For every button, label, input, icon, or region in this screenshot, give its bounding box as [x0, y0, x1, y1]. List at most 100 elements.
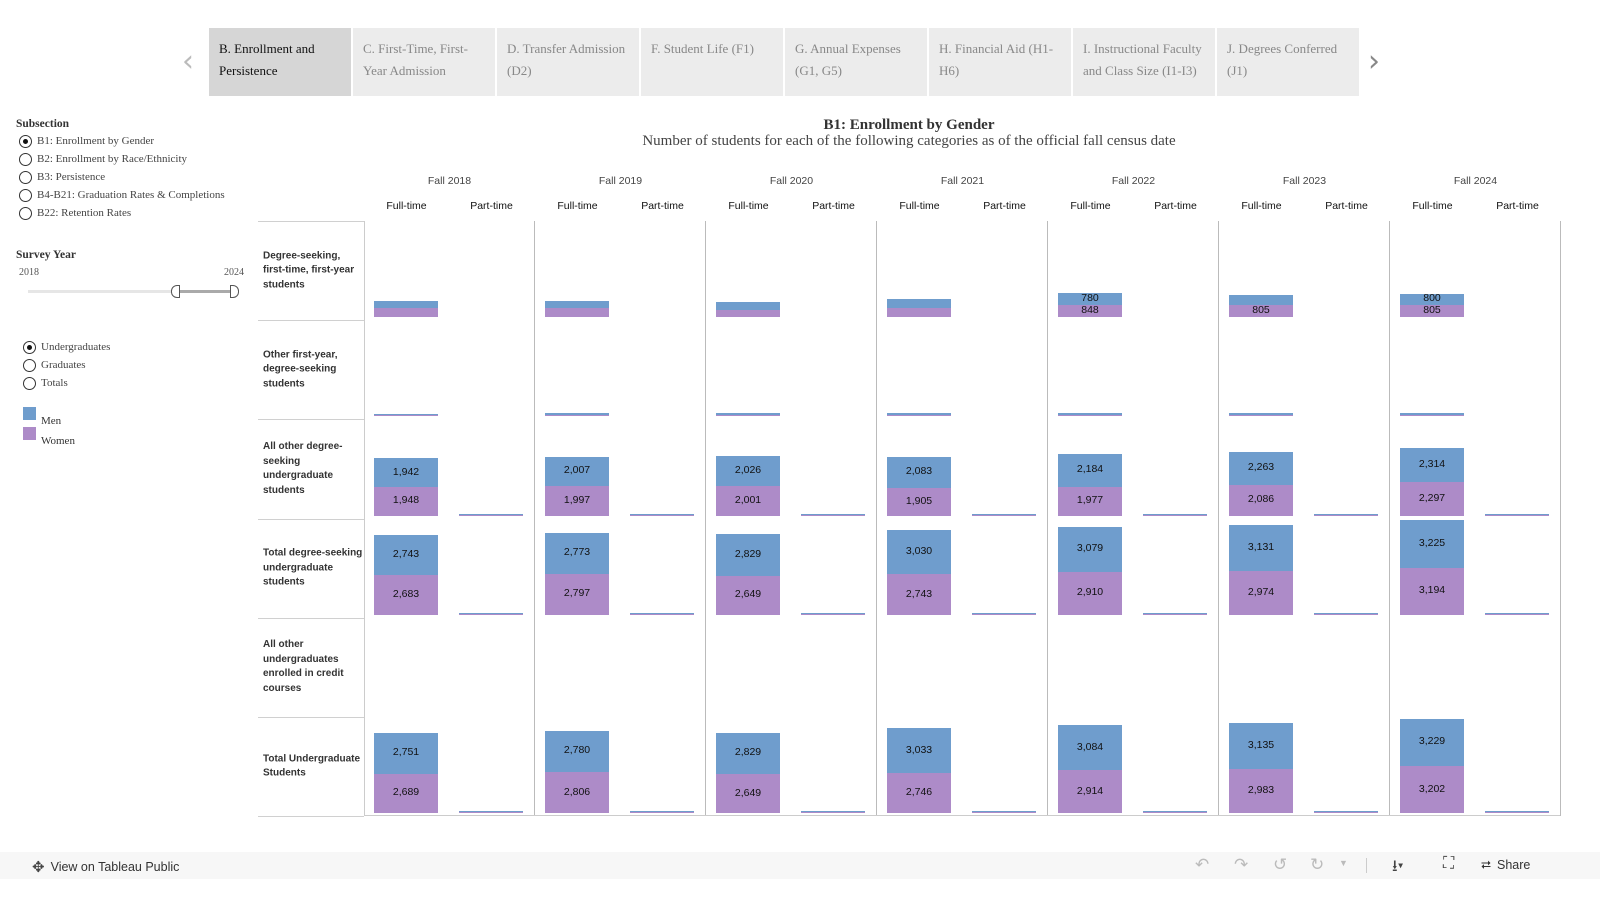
- women-bar[interactable]: [545, 415, 609, 417]
- men-bar[interactable]: [374, 535, 438, 576]
- women-bar[interactable]: [972, 613, 1036, 615]
- women-bar[interactable]: [1485, 613, 1549, 615]
- level-option[interactable]: Undergraduates: [23, 338, 110, 356]
- men-bar[interactable]: [716, 732, 780, 775]
- women-bar[interactable]: [374, 486, 438, 516]
- download-icon[interactable]: ⭳▾: [1392, 858, 1404, 875]
- tabs-next-arrow-icon[interactable]: ›: [1368, 44, 1380, 79]
- women-bar[interactable]: [1314, 514, 1378, 516]
- tab-7[interactable]: J. Degrees Conferred (J1): [1217, 28, 1359, 96]
- men-bar[interactable]: [545, 300, 609, 309]
- men-bar[interactable]: [1485, 612, 1549, 614]
- women-bar[interactable]: [972, 514, 1036, 516]
- men-bar[interactable]: [1058, 724, 1122, 771]
- level-option[interactable]: Totals: [23, 374, 110, 392]
- men-bar[interactable]: [1400, 447, 1464, 482]
- redo-icon[interactable]: ↷: [1234, 855, 1249, 874]
- women-bar[interactable]: [716, 309, 780, 318]
- women-bar[interactable]: [1058, 415, 1122, 417]
- men-bar[interactable]: [545, 532, 609, 574]
- men-bar[interactable]: [1314, 513, 1378, 515]
- men-bar[interactable]: [887, 728, 951, 773]
- men-bar[interactable]: [1058, 526, 1122, 572]
- men-bar[interactable]: [801, 513, 865, 515]
- women-bar[interactable]: [887, 487, 951, 516]
- women-bar[interactable]: [1229, 415, 1293, 417]
- refresh-dropdown-icon[interactable]: ▼: [1339, 858, 1348, 868]
- men-bar[interactable]: [1229, 294, 1293, 306]
- men-bar[interactable]: [716, 456, 780, 487]
- undo-icon[interactable]: ↶: [1195, 855, 1210, 874]
- women-bar[interactable]: [545, 573, 609, 615]
- men-bar[interactable]: [1229, 451, 1293, 485]
- men-bar[interactable]: [630, 513, 694, 515]
- women-bar[interactable]: [716, 486, 780, 516]
- men-bar[interactable]: [1143, 612, 1207, 614]
- women-bar[interactable]: [1400, 305, 1464, 318]
- women-bar[interactable]: [1058, 486, 1122, 516]
- men-bar[interactable]: [887, 299, 951, 308]
- men-bar[interactable]: [801, 811, 865, 813]
- tab-2[interactable]: D. Transfer Admission (D2): [497, 28, 639, 96]
- women-bar[interactable]: [1058, 572, 1122, 615]
- men-bar[interactable]: [1400, 413, 1464, 416]
- women-bar[interactable]: [545, 486, 609, 516]
- tab-4[interactable]: G. Annual Expenses (G1, G5): [785, 28, 927, 96]
- men-bar[interactable]: [1229, 525, 1293, 572]
- women-bar[interactable]: [716, 575, 780, 615]
- revert-icon[interactable]: ↺: [1273, 855, 1288, 874]
- men-bar[interactable]: [1400, 293, 1464, 306]
- men-bar[interactable]: [801, 612, 865, 614]
- men-bar[interactable]: [1485, 513, 1549, 515]
- men-bar[interactable]: [972, 612, 1036, 614]
- men-bar[interactable]: [374, 733, 438, 774]
- subsection-option[interactable]: B2: Enrollment by Race/Ethnicity: [19, 150, 225, 168]
- men-bar[interactable]: [1485, 811, 1549, 813]
- men-bar[interactable]: [374, 413, 438, 416]
- women-bar[interactable]: [801, 812, 865, 814]
- men-bar[interactable]: [1314, 811, 1378, 813]
- men-bar[interactable]: [1143, 811, 1207, 813]
- view-on-tableau-button[interactable]: ✥ View on Tableau Public: [32, 858, 179, 876]
- subsection-option[interactable]: B3: Persistence: [19, 168, 225, 186]
- women-bar[interactable]: [1400, 481, 1464, 516]
- men-bar[interactable]: [630, 811, 694, 813]
- women-bar[interactable]: [801, 613, 865, 615]
- men-bar[interactable]: [1058, 293, 1122, 305]
- women-bar[interactable]: [374, 308, 438, 318]
- women-bar[interactable]: [630, 514, 694, 516]
- men-bar[interactable]: [972, 811, 1036, 813]
- women-bar[interactable]: [887, 772, 951, 814]
- women-bar[interactable]: [374, 415, 438, 417]
- tab-3[interactable]: F. Student Life (F1): [641, 28, 783, 96]
- women-bar[interactable]: [545, 771, 609, 814]
- women-bar[interactable]: [1400, 766, 1464, 814]
- women-bar[interactable]: [716, 415, 780, 417]
- men-bar[interactable]: [1229, 413, 1293, 416]
- men-bar[interactable]: [716, 534, 780, 576]
- men-bar[interactable]: [887, 529, 951, 575]
- women-bar[interactable]: [887, 415, 951, 417]
- women-bar[interactable]: [459, 613, 523, 615]
- men-bar[interactable]: [459, 612, 523, 614]
- women-bar[interactable]: [374, 773, 438, 814]
- tab-5[interactable]: H. Financial Aid (H1-H6): [929, 28, 1071, 96]
- men-bar[interactable]: [1058, 413, 1122, 416]
- women-bar[interactable]: [1485, 812, 1549, 814]
- slider-min-handle[interactable]: [171, 285, 180, 298]
- men-bar[interactable]: [716, 301, 780, 310]
- women-bar[interactable]: [887, 307, 951, 318]
- men-bar[interactable]: [459, 513, 523, 515]
- women-bar[interactable]: [1143, 812, 1207, 814]
- slider-max-handle[interactable]: [230, 285, 239, 298]
- tab-6[interactable]: I. Instructional Faculty and Class Size …: [1073, 28, 1215, 96]
- men-bar[interactable]: [1143, 513, 1207, 515]
- women-bar[interactable]: [1229, 769, 1293, 814]
- women-bar[interactable]: [630, 613, 694, 615]
- refresh-icon[interactable]: ↻: [1310, 855, 1325, 874]
- tab-0[interactable]: B. Enrollment and Persistence: [209, 28, 351, 96]
- women-bar[interactable]: [1143, 613, 1207, 615]
- men-bar[interactable]: [630, 612, 694, 614]
- women-bar[interactable]: [459, 514, 523, 516]
- men-bar[interactable]: [1314, 612, 1378, 614]
